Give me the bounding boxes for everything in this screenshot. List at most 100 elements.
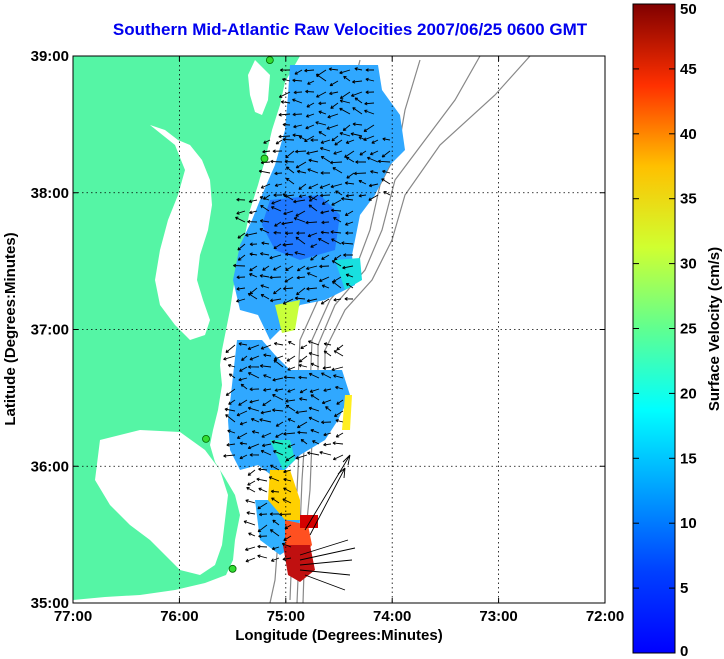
velocity-arrow (332, 454, 344, 461)
velocity-arrow (246, 511, 256, 515)
velocity-arrow (295, 410, 308, 415)
radar-station-marker (260, 154, 269, 163)
velocity-arrow (333, 374, 344, 379)
velocity-arrow (320, 193, 331, 198)
velocity-arrow (298, 194, 307, 198)
velocity-arrow (345, 139, 355, 144)
velocity-arrow (275, 139, 283, 145)
y-tick-label: 36:00 (31, 458, 69, 475)
velocity-arrow (292, 98, 303, 104)
velocity-arrow (331, 238, 342, 245)
velocity-arrow (332, 167, 343, 174)
velocity-arrow (274, 183, 283, 187)
colorbar-tick-label: 40 (680, 126, 697, 143)
velocity-arrow (258, 467, 268, 472)
colorbar-tick-label: 45 (680, 61, 697, 78)
velocity-arrow (297, 430, 308, 435)
velocity-arrow (377, 159, 391, 164)
velocity-arrow (310, 138, 319, 142)
velocity-arrow (270, 557, 280, 562)
velocity-arrow (281, 221, 294, 226)
velocity-arrow (283, 535, 292, 542)
velocity-arrow (323, 388, 332, 392)
velocity-arrow (345, 156, 355, 163)
velocity-arrow (271, 199, 282, 205)
velocity-arrow (335, 418, 344, 423)
y-tick-label: 39:00 (31, 48, 69, 65)
velocity-arrow (272, 519, 280, 526)
velocity-arrow (327, 113, 339, 119)
velocity-arrow (248, 532, 256, 537)
velocity-arrow (285, 150, 295, 159)
radar-station-marker (265, 56, 274, 65)
velocity-arrow (228, 373, 236, 379)
velocity-arrow (358, 179, 367, 185)
velocity-arrow (333, 254, 342, 261)
colorbar-tick-label: 15 (680, 450, 697, 467)
velocity-arrow (278, 112, 291, 117)
velocity-arrow (268, 476, 280, 482)
velocity-arrow (273, 265, 282, 271)
velocity-arrow (278, 134, 291, 139)
x-tick-label: 72:00 (586, 608, 624, 625)
velocity-arrow (322, 366, 332, 370)
velocity-arrow (273, 230, 282, 235)
velocity-arrow (260, 294, 270, 300)
velocity-arrow (236, 287, 246, 291)
velocity-arrow (282, 557, 292, 561)
velocity-arrow (295, 161, 307, 169)
velocity-arrow (237, 254, 246, 261)
velocity-arrow (225, 344, 236, 354)
velocity-arrow (247, 372, 260, 379)
velocity-arrow (283, 286, 294, 291)
velocity-arrow (237, 243, 246, 251)
velocity-arrow (299, 388, 308, 394)
velocity-arrow (249, 273, 258, 278)
velocity-arrow (316, 91, 327, 98)
velocity-arrow (320, 230, 330, 235)
velocity-arrow (330, 183, 343, 189)
velocity-arrow (307, 232, 318, 238)
velocity-arrow (287, 366, 296, 371)
velocity-arrow (307, 168, 319, 174)
velocity-arrow (236, 432, 248, 439)
velocity-arrow (329, 91, 339, 96)
velocity-arrow (259, 219, 270, 223)
velocity-arrow (236, 210, 246, 215)
velocity-arrow (249, 453, 260, 457)
velocity-arrow (354, 97, 363, 104)
velocity-arrow (245, 232, 258, 237)
velocity-arrow (249, 242, 258, 247)
velocity-arrow (321, 284, 330, 289)
velocity-arrow (321, 399, 332, 405)
velocity-arrow (283, 477, 292, 482)
velocity-arrow (306, 298, 318, 303)
velocity-arrow (368, 194, 379, 201)
colorbar-tick-label: 5 (680, 580, 688, 597)
velocity-arrow (247, 292, 258, 300)
velocity-arrow (282, 122, 291, 127)
velocity-arrow (321, 420, 332, 425)
velocity-arrow (370, 170, 379, 174)
velocity-arrow (310, 362, 320, 368)
velocity-arrow (307, 340, 320, 346)
velocity-arrow (282, 137, 295, 142)
velocity-arrow (296, 265, 306, 272)
velocity-arrow (294, 296, 306, 301)
velocity-arrow (344, 297, 354, 301)
velocity-arrow (272, 377, 284, 382)
velocity-arrow (304, 68, 315, 73)
velocity-arrow (275, 421, 284, 427)
velocity-arrow (296, 231, 306, 235)
velocity-arrow (354, 67, 363, 71)
velocity-arrow (273, 359, 284, 368)
velocity-arrow (334, 139, 343, 146)
velocity-arrow (307, 451, 320, 456)
velocity-arrow (239, 454, 248, 460)
velocity-arrow (274, 221, 282, 227)
velocity-arrow (355, 160, 366, 164)
velocity-arrow (305, 113, 315, 118)
velocity-arrow (285, 177, 295, 185)
velocity-arrow (335, 432, 344, 438)
velocity-arrow (251, 430, 260, 434)
